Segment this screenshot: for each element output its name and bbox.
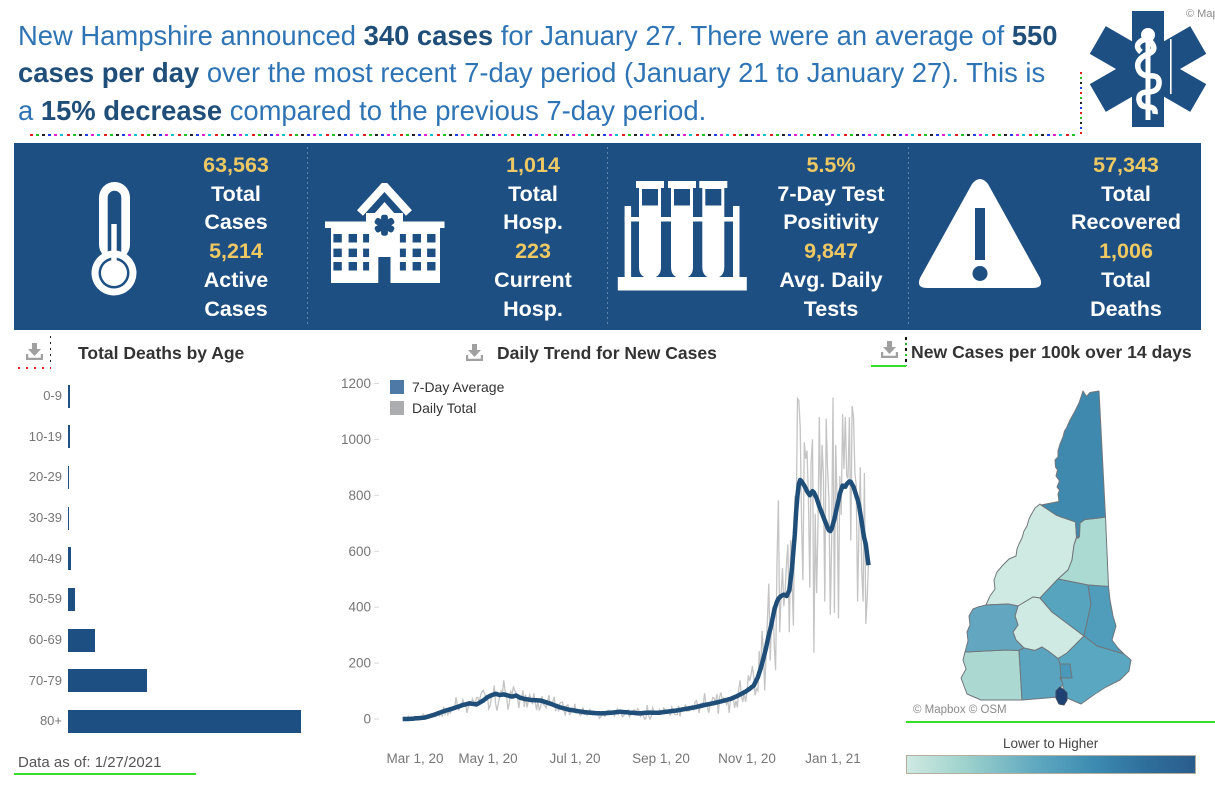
svg-text:Mar 1, 20: Mar 1, 20: [386, 751, 443, 766]
svg-text:400: 400: [348, 600, 371, 615]
svg-text:1000: 1000: [341, 432, 371, 447]
svg-text:Nov 1, 20: Nov 1, 20: [718, 751, 776, 766]
svg-text:1200: 1200: [341, 376, 371, 391]
svg-text:Jul 1, 20: Jul 1, 20: [549, 751, 600, 766]
svg-text:200: 200: [348, 656, 371, 671]
svg-text:Jan 1, 21: Jan 1, 21: [805, 751, 861, 766]
svg-text:May 1, 20: May 1, 20: [458, 751, 517, 766]
svg-text:600: 600: [348, 544, 371, 559]
svg-text:0: 0: [363, 712, 371, 727]
svg-text:Sep 1, 20: Sep 1, 20: [632, 751, 690, 766]
svg-text:800: 800: [348, 488, 371, 503]
